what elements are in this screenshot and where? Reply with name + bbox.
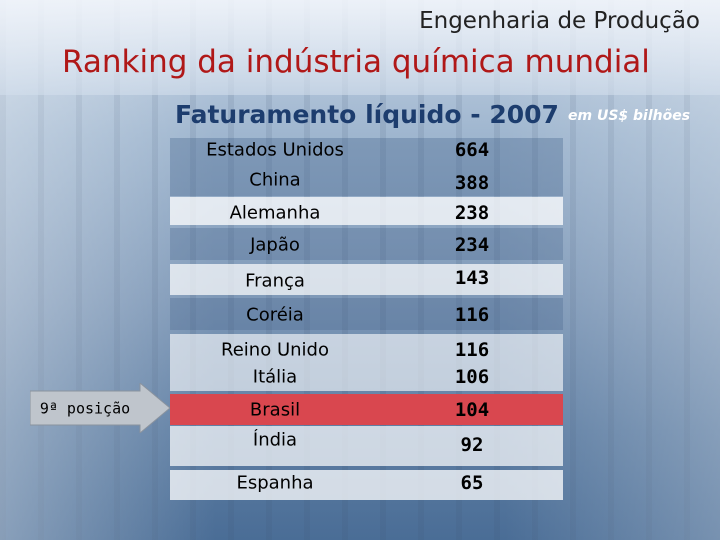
revenue: 234 bbox=[454, 234, 490, 256]
row-band bbox=[170, 138, 563, 196]
revenue: 116 bbox=[454, 304, 490, 326]
revenue: 238 bbox=[454, 202, 490, 224]
table-caption: Faturamento líquido - 2007 bbox=[175, 100, 559, 129]
country: Reino Unido bbox=[221, 339, 329, 361]
row-band bbox=[170, 394, 563, 425]
revenue: 106 bbox=[454, 366, 490, 388]
country: Alemanha bbox=[229, 202, 321, 224]
callout-text: 9ª posição bbox=[40, 400, 130, 418]
title: Ranking da indústria química mundial bbox=[62, 44, 650, 80]
row-band bbox=[170, 197, 563, 225]
revenue: 143 bbox=[454, 267, 490, 289]
row-band bbox=[170, 426, 563, 466]
revenue: 116 bbox=[454, 339, 490, 361]
unit: em US$ bilhões bbox=[568, 108, 691, 124]
country: Estados Unidos bbox=[206, 139, 344, 161]
callout-arrow: 9ª posição bbox=[30, 383, 171, 433]
country: Índia bbox=[252, 429, 298, 451]
country: Itália bbox=[252, 366, 298, 388]
country: Coréia bbox=[246, 304, 304, 326]
row-band bbox=[170, 334, 563, 391]
revenue: 92 bbox=[460, 434, 484, 456]
header-band bbox=[0, 0, 720, 95]
country: França bbox=[245, 270, 305, 292]
revenue: 65 bbox=[460, 472, 484, 494]
row-band bbox=[170, 228, 563, 260]
country: Brasil bbox=[249, 399, 301, 421]
revenue: 104 bbox=[454, 399, 490, 421]
subtitle: Engenharia de Produção bbox=[419, 8, 700, 34]
row-band bbox=[170, 264, 563, 295]
country: Japão bbox=[250, 234, 300, 256]
revenue: 664 bbox=[454, 139, 490, 161]
country: China bbox=[249, 169, 301, 191]
revenue: 388 bbox=[454, 172, 490, 194]
country: Espanha bbox=[236, 472, 314, 494]
row-band bbox=[170, 298, 563, 330]
row-band bbox=[170, 470, 563, 500]
